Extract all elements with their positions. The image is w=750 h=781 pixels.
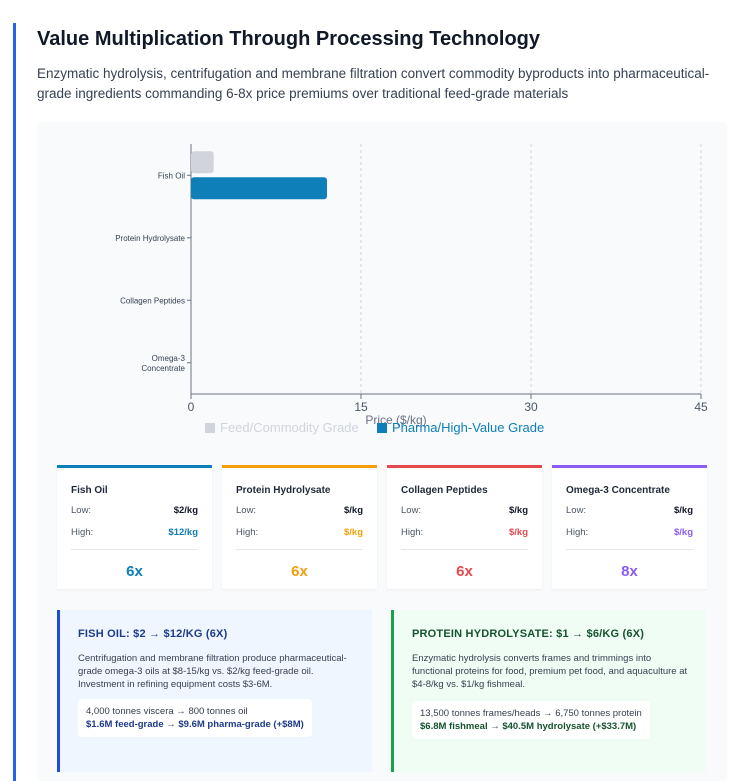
card-low-row: Low: $/kg [566,505,693,516]
low-value: $2/kg [173,505,198,516]
high-value: $/kg [673,527,693,538]
low-label: Low: [566,505,587,516]
card-protein-hydrolysate: Protein Hydrolysate Low: $/kg High: $/kg 6… [222,465,377,589]
low-label: Low: [71,505,92,516]
card-low-row: Low: $/kg [236,505,363,516]
multiplier-cards: Fish Oil Low: $2/kg High: $12/kg 6x Protei… [57,465,707,589]
high-label: High: [401,527,424,538]
card-multiplier: 8x [621,563,638,580]
accent-rule [13,23,16,781]
low-value: $/kg [343,505,363,516]
high-value: $/kg [343,527,363,538]
detail-title: PROTEIN HYDROLYSATE: $1 → $6/KG (6X) [412,628,645,640]
legend-swatch [377,423,387,433]
card-name: Protein Hydrolysate [236,485,331,496]
y-tick-label: Collagen Peptides [120,296,185,305]
page-subtitle: Enzymatic hydrolysis, centrifugation and… [37,66,710,101]
y-tick-label: Omega-3 [152,354,186,363]
calc-value: $1.6M feed-grade → $9.6M pharma-grade (+… [86,719,304,730]
low-label: Low: [236,505,257,516]
bar-pharma-grade [191,177,327,200]
card-name: Collagen Peptides [401,485,488,496]
card-divider [566,549,693,550]
detail-protein-hydrolysate: PROTEIN HYDROLYSATE: $1 → $6/KG (6X) Enz… [391,610,706,772]
card-divider [71,549,198,550]
detail-fish-oil: FISH OIL: $2 → $12/KG (6X) Centrifugatio… [57,610,372,772]
legend-swatch [205,423,215,433]
calc-volume: 4,000 tonnes viscera → 800 tonnes oil [86,706,248,717]
high-value: $12/kg [168,527,198,538]
low-value: $/kg [508,505,528,516]
card-fish-oil: Fish Oil Low: $2/kg High: $12/kg 6x [57,465,212,589]
y-tick-label: Concentrate [141,364,185,373]
card-high-row: High: $/kg [236,527,363,538]
x-tick-label: 45 [694,400,708,414]
y-tick-label: Fish Oil [158,171,185,180]
detail-text: Enzymatic hydrolysis converts frames and… [412,653,688,690]
x-tick-label: 15 [354,400,368,414]
card-multiplier: 6x [126,563,143,580]
x-tick-label: 30 [524,400,538,414]
high-label: High: [71,527,94,538]
card-high-row: High: $12/kg [71,527,198,538]
calc-volume: 13,500 tonnes frames/heads → 6,750 tonne… [420,708,642,719]
detail-text: Centrifugation and membrane filtration p… [78,653,347,690]
card-low-row: Low: $2/kg [71,505,198,516]
card-divider [236,549,363,550]
legend-label: Pharma/High-Value Grade [392,420,544,435]
low-label: Low: [401,505,422,516]
card-multiplier: 6x [456,563,473,580]
card-divider [401,549,528,550]
high-value: $/kg [508,527,528,538]
card-high-row: High: $/kg [566,527,693,538]
card-name: Omega-3 Concentrate [566,485,670,496]
y-tick-label: Protein Hydrolysate [115,234,185,243]
x-tick-label: 0 [188,400,195,414]
card-name: Fish Oil [71,485,108,496]
calc-box: 13,500 tonnes frames/heads → 6,750 tonne… [412,701,650,739]
calc-value: $6.8M fishmeal → $40.5M hydrolysate (+$3… [420,721,637,732]
card-multiplier: 6x [291,563,308,580]
card-high-row: High: $/kg [401,527,528,538]
card-collagen-peptides: Collagen Peptides Low: $/kg High: $/kg 6x [387,465,542,589]
high-label: High: [236,527,259,538]
high-label: High: [566,527,589,538]
low-value: $/kg [673,505,693,516]
detail-title: FISH OIL: $2 → $12/KG (6X) [78,628,228,640]
card-low-row: Low: $/kg [401,505,528,516]
page-title: Value Multiplication Through Processing … [37,28,541,50]
calc-box: 4,000 tonnes viscera → 800 tonnes oil $1… [78,699,312,737]
bar-feed-grade [191,151,214,174]
legend-label: Feed/Commodity Grade [220,420,359,435]
card-omega-3-concentrate: Omega-3 Concentrate Low: $/kg High: $/kg 8… [552,465,707,589]
